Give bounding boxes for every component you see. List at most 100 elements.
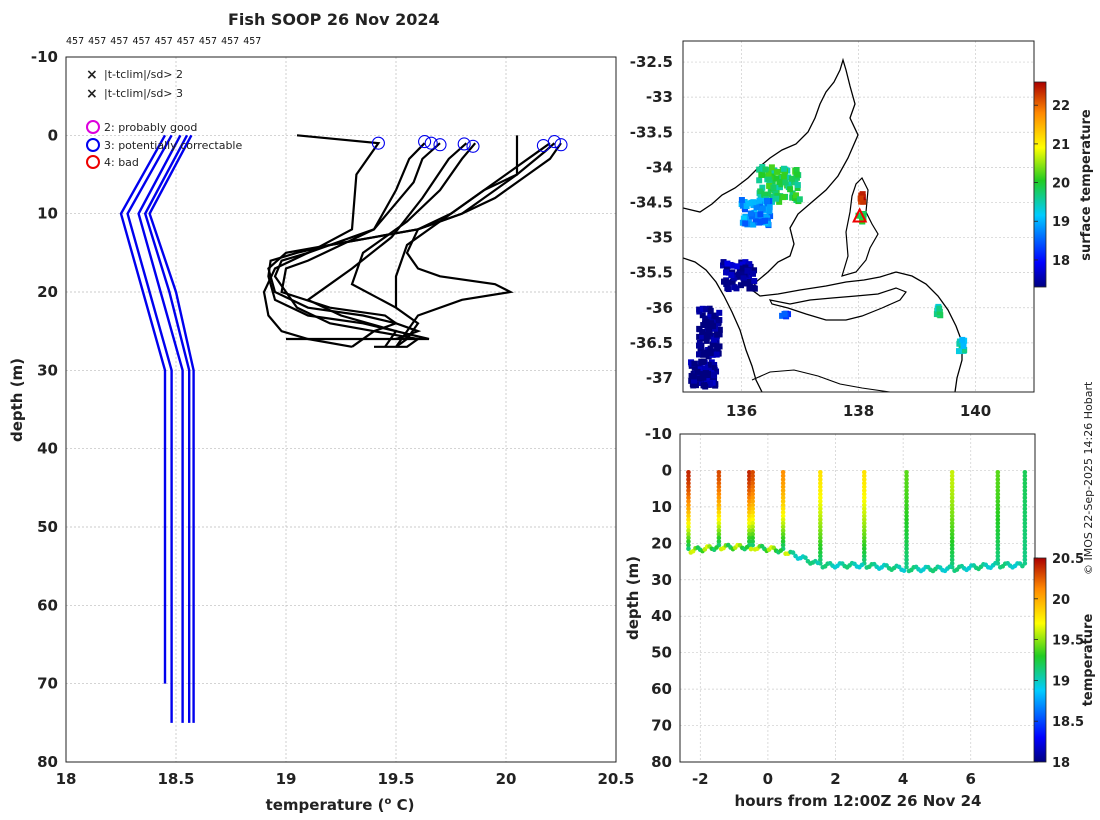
td-data-point <box>904 477 909 482</box>
profile-line <box>273 142 426 348</box>
sst-pixel <box>860 198 867 205</box>
td-data-point <box>861 550 867 555</box>
td-data-point <box>904 561 909 566</box>
x-tick-label: 20 <box>496 770 517 788</box>
td-data-point <box>1022 535 1028 541</box>
td-data-point <box>716 484 722 490</box>
sst-pixel <box>704 376 711 383</box>
td-data-point <box>995 480 1001 486</box>
td-data-point <box>716 513 722 519</box>
td-data-point <box>861 480 867 486</box>
td-data-point <box>716 535 722 541</box>
correctable-flag-marker <box>433 138 447 152</box>
profile-line <box>305 142 468 348</box>
td-data-point <box>747 480 752 486</box>
td-data-point <box>993 560 998 566</box>
td-data-point <box>1022 484 1028 490</box>
td-data-point <box>995 510 1001 515</box>
td-data-point <box>1022 480 1028 486</box>
td-data-point <box>750 542 755 548</box>
map-colorbar-tick-label: 20 <box>1052 177 1070 192</box>
td-data-point <box>750 488 755 493</box>
sst-map: 136 138 140 -32.5 -33 -33.5 -34 -34.5 -35 -35.5 -3… <box>630 40 1094 420</box>
td-data-point <box>780 480 786 486</box>
climatology-line <box>119 134 167 684</box>
td-data-point <box>861 546 867 552</box>
sst-pixel <box>729 262 736 269</box>
td-data-point <box>995 528 1001 533</box>
sst-pixel <box>757 188 764 195</box>
sd2-marker-icon: × <box>86 67 98 83</box>
sst-pixel <box>787 186 794 193</box>
map-y-tick-label: -35 <box>646 229 673 247</box>
td-data-point <box>1022 528 1028 533</box>
td-colorbar-tick-label: 19.5 <box>1052 634 1084 649</box>
td-data-point <box>750 513 755 519</box>
profile-id-row: 457 457 457 457 457 457 457 457 457 <box>66 36 262 47</box>
td-data-point <box>995 499 1001 504</box>
td-data-point <box>1022 520 1028 526</box>
td-data-point <box>747 517 752 522</box>
sst-pixel <box>756 197 763 204</box>
figure-title: Fish SOOP 26 Nov 2024 <box>228 10 440 29</box>
correctable-flag-marker <box>547 135 561 149</box>
sst-pixel <box>694 368 701 375</box>
td-data-point <box>861 495 867 501</box>
sst-pixel <box>766 204 773 211</box>
sst-pixel <box>770 184 777 191</box>
td-data-point <box>750 517 755 522</box>
correctable-flag-marker <box>371 136 385 150</box>
td-y-tick-label: 70 <box>651 717 672 735</box>
sst-pixel <box>713 320 720 327</box>
td-data-point <box>861 484 867 490</box>
map-y-tick-label: -34 <box>646 158 673 176</box>
sst-pixel <box>768 164 775 171</box>
td-data-point <box>686 546 691 552</box>
map-x-tick-label: 138 <box>843 402 874 420</box>
td-data-point <box>995 520 1001 526</box>
td-data-point <box>861 469 867 475</box>
td-data-point <box>714 545 719 550</box>
td-data-point <box>949 520 955 526</box>
td-data-point <box>818 484 823 490</box>
td-data-point <box>1022 531 1028 537</box>
sst-pixel <box>794 182 801 189</box>
td-data-point <box>861 557 867 563</box>
sst-pixel <box>781 310 788 317</box>
td-data-point <box>861 542 867 548</box>
sst-pixel <box>723 265 730 272</box>
td-data-point <box>686 491 691 497</box>
td-x-label: hours from 12:00Z 26 Nov 24 <box>735 792 982 810</box>
td-data-point <box>995 502 1001 508</box>
sst-pixel <box>699 328 706 335</box>
correctable-flag-marker <box>466 139 480 153</box>
sst-pixel <box>739 261 746 268</box>
td-x-tick-label: -2 <box>692 770 709 788</box>
td-data-point <box>861 531 867 537</box>
td-data-point <box>747 506 752 512</box>
sst-pixel <box>690 373 697 380</box>
sst-pixel <box>739 202 746 209</box>
td-data-point <box>716 531 722 537</box>
td-data-point <box>686 488 691 493</box>
td-data-point <box>780 491 786 497</box>
td-data-point <box>1022 542 1028 548</box>
td-data-point <box>1022 517 1028 522</box>
map-y-tick-label: -36.5 <box>630 334 673 352</box>
td-data-point <box>904 517 909 522</box>
sst-pixel <box>960 342 967 349</box>
td-data-point <box>1022 499 1028 504</box>
td-data-point <box>861 517 867 522</box>
legend-good: 2: probably good <box>104 121 197 134</box>
sst-pixel <box>780 173 787 180</box>
td-data-point <box>904 513 909 519</box>
td-data-point <box>995 550 1001 555</box>
y-tick-label: 0 <box>48 126 58 144</box>
td-colorbar-tick-label: 18.5 <box>1052 715 1084 730</box>
td-data-point <box>716 495 722 501</box>
td-data-point <box>904 520 909 526</box>
td-data-point <box>790 550 796 555</box>
td-y-tick-label: 50 <box>651 644 672 662</box>
td-data-point <box>716 480 722 486</box>
y-tick-label: 70 <box>37 675 58 693</box>
